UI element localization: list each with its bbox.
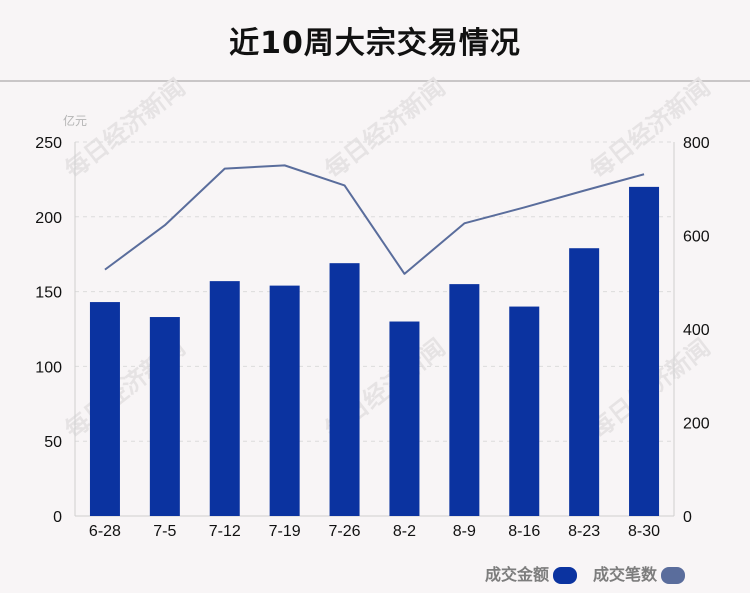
y-tick-label-left: 250 [35, 135, 62, 152]
x-tick-label: 7-12 [209, 523, 241, 540]
y-tick-label-left: 150 [35, 285, 62, 302]
bar [149, 317, 180, 516]
bar [389, 321, 420, 516]
x-tick-label: 7-26 [329, 523, 361, 540]
bar [569, 248, 600, 516]
y-tick-label-right: 600 [683, 229, 710, 246]
bar [449, 284, 480, 516]
watermark-text: 每日经济新闻 [585, 73, 716, 184]
line-series-path [104, 164, 645, 275]
bar [509, 306, 540, 516]
watermark-text: 每日经济新闻 [320, 73, 451, 184]
y-axis-left-unit: 亿元 [63, 113, 87, 128]
y-tick-label-left: 200 [35, 210, 62, 227]
tick-labels: 亿元 0 50 100 150 200 250 0 200 400 600 800 6-28 7-5 7-1… [35, 113, 710, 540]
y-tick-label-left: 50 [44, 434, 62, 451]
legend-label-amount: 成交金额 [485, 565, 549, 584]
legend-swatch-amount [553, 567, 577, 584]
bar [209, 281, 240, 516]
bar [329, 263, 360, 516]
x-tick-label: 8-16 [508, 523, 540, 540]
legend-swatch-count [661, 567, 685, 584]
y-tick-label-right: 400 [683, 322, 710, 339]
legend: 成交金额 成交笔数 [485, 565, 685, 584]
x-tick-label: 7-19 [269, 523, 301, 540]
chart-title: 近10周大宗交易情况 [229, 26, 521, 61]
bar [629, 186, 660, 516]
x-tick-label: 8-9 [453, 523, 476, 540]
bar [89, 302, 120, 516]
x-tick-label: 6-28 [89, 523, 121, 540]
line-series [104, 164, 645, 275]
x-tick-label: 8-30 [628, 523, 660, 540]
x-tick-label: 8-2 [393, 523, 416, 540]
x-tick-label: 8-23 [568, 523, 600, 540]
legend-label-count: 成交笔数 [593, 565, 658, 584]
watermark-text: 每日经济新闻 [60, 73, 191, 184]
bar-series [89, 186, 660, 516]
y-tick-label-right: 0 [683, 509, 692, 526]
title-divider [0, 80, 750, 82]
y-tick-label-right: 800 [683, 135, 710, 152]
bar [269, 285, 300, 516]
x-tick-label: 7-5 [153, 523, 176, 540]
y-tick-label-left: 100 [35, 359, 62, 376]
y-tick-label-right: 200 [683, 416, 710, 433]
y-tick-label-left: 0 [53, 509, 62, 526]
